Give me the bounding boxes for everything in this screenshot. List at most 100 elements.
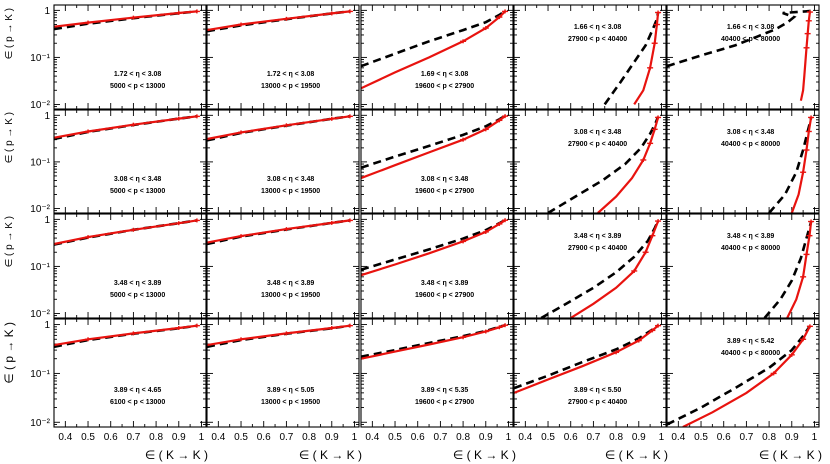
momentum-range-label: 13000 < p < 19500 <box>261 399 320 406</box>
panel-curves <box>54 9 200 31</box>
panel-frame <box>360 213 514 319</box>
x-tick-label: 0.6 <box>717 432 731 443</box>
x-tick-label: 0.8 <box>302 432 316 443</box>
panel-frame <box>53 213 207 319</box>
x-tick-label: 0.5 <box>694 432 708 443</box>
x-tick-label: 0.9 <box>632 432 646 443</box>
x-tick-label: 0.6 <box>257 432 271 443</box>
x-tick-label: 0.4 <box>671 432 685 443</box>
chart-panel: 3.08 < η < 3.48 13000 < p < 19500 <box>206 109 360 214</box>
eta-range-label: 3.08 < η < 3.48 <box>727 129 775 136</box>
panel-frame <box>666 4 820 110</box>
eta-range-label: 3.48 < η < 3.89 <box>267 280 315 287</box>
momentum-range-label: 40400 < p < 80000 <box>721 141 780 148</box>
momentum-range-label: 19600 < p < 27900 <box>415 399 474 406</box>
y-tick-label: 10⁻¹ <box>30 262 50 273</box>
momentum-range-label: 27900 < p < 40400 <box>568 36 627 43</box>
chart-panel: 3.08 < η < 3.48 19600 < p < 27900 <box>360 109 514 214</box>
panel-frame <box>666 109 820 214</box>
series-reference-line <box>361 9 506 68</box>
y-tick-label: 1 <box>44 111 50 122</box>
y-tick-label: 10⁻² <box>30 309 50 320</box>
momentum-range-label: 27900 < p < 40400 <box>568 245 627 252</box>
chart-panel: 1.72 < η < 3.08 13000 < p < 19500 <box>206 4 360 110</box>
eta-range-label: 3.48 < η < 3.89 <box>574 233 622 240</box>
x-axis-title: ∈ ( K → K ) <box>299 448 362 462</box>
panel-frame <box>206 318 360 428</box>
eta-range-label: 3.89 < η < 5.05 <box>267 387 315 394</box>
x-tick-label: 0.5 <box>81 432 95 443</box>
series-main-line <box>207 115 351 141</box>
x-tick-label: 0.4 <box>365 432 379 443</box>
series-reference-line <box>361 323 506 358</box>
eta-range-label: 1.72 < η < 3.08 <box>114 71 162 78</box>
panel-curves <box>54 323 200 349</box>
x-tick-label: 1 <box>352 432 358 443</box>
eta-range-label: 1.72 < η < 3.08 <box>267 71 315 78</box>
panel-frame <box>360 4 514 110</box>
y-axis-title: ∈ ( p → K ) <box>2 322 16 384</box>
panel-curves <box>603 10 662 106</box>
axis-titles: ∈ ( K → K ) ∈ ( K → K ) ∈ ( K → K ) ∈ ( … <box>2 8 822 462</box>
momentum-range-label: 5000 < p < 13000 <box>110 292 165 299</box>
panel-frame <box>666 213 820 319</box>
series-main-line <box>799 11 811 101</box>
momentum-range-label: 27900 < p < 40400 <box>568 141 627 148</box>
chart-panel: 10⁻² 10⁻¹ 1 1.72 < η < 3.08 5000 < p < 13000 <box>30 4 207 111</box>
eta-range-label: 3.08 < η < 3.48 <box>267 176 315 183</box>
x-tick-label: 0.5 <box>234 432 248 443</box>
x-tick-label: 0.9 <box>479 432 493 443</box>
y-axis-title: ∈ ( p → K ) <box>4 216 15 268</box>
momentum-range-label: 6100 < p < 13000 <box>110 399 165 406</box>
chart-panel: 0.4 0.5 0.6 0.7 0.8 0.9 1 3.89 < η < 5.05 13000 … <box>206 318 360 443</box>
series-reference-line <box>603 12 660 106</box>
x-axis-title: ∈ ( K → K ) <box>605 448 668 462</box>
momentum-range-label: 40400 < p < 80000 <box>721 245 780 252</box>
y-tick-label: 10⁻¹ <box>30 369 50 380</box>
series-main-line <box>514 324 659 394</box>
panel-curves <box>54 218 200 246</box>
chart-panel: 3.48 < η < 3.89 27900 < p < 40400 <box>513 213 667 319</box>
x-tick-label: 0.9 <box>785 432 799 443</box>
x-tick-label: 0.8 <box>456 432 470 443</box>
x-tick-label: 0.7 <box>433 432 447 443</box>
chart-panel: 1.66 < η < 3.08 40400 < p < 80000 <box>666 4 820 110</box>
panel-curves <box>361 323 509 360</box>
y-axis-title: ∈ ( p → K ) <box>4 112 15 164</box>
y-tick-label: 1 <box>44 6 50 17</box>
x-axis-title: ∈ ( K → K ) <box>453 448 516 462</box>
x-tick-label: 0.7 <box>126 432 140 443</box>
momentum-range-label: 19600 < p < 27900 <box>415 292 474 299</box>
x-axis-title: ∈ ( K → K ) <box>759 448 822 462</box>
y-axis-title: ∈ ( p → K ) <box>4 8 15 60</box>
chart-panel: 3.48 < η < 3.89 13000 < p < 19500 <box>206 213 360 319</box>
x-tick-label: 0.9 <box>325 432 339 443</box>
series-main-line <box>54 324 198 347</box>
panel-frame <box>666 318 820 428</box>
panel-frame <box>360 318 514 428</box>
x-tick-label: 0.4 <box>211 432 225 443</box>
panel-curves <box>540 219 662 318</box>
x-tick-label: 0.4 <box>58 432 72 443</box>
panel-frame <box>53 4 207 110</box>
x-tick-label: 0.5 <box>388 432 402 443</box>
eta-range-label: 3.89 < η < 5.42 <box>727 338 775 345</box>
x-tick-label: 1 <box>812 432 818 443</box>
series-main-line <box>207 10 351 32</box>
panel-curves <box>361 218 509 277</box>
x-axis-title: ∈ ( K → K ) <box>145 448 208 462</box>
chart-panel: 3.48 < η < 3.89 19600 < p < 27900 <box>360 213 514 319</box>
panel-curves <box>207 323 353 349</box>
y-tick-label: 1 <box>44 320 50 331</box>
series-main-line <box>786 221 813 318</box>
series-main-line <box>633 12 660 105</box>
series-main-line <box>54 10 197 28</box>
y-tick-label: 10⁻² <box>30 204 50 215</box>
x-tick-label: 0.7 <box>279 432 293 443</box>
chart-panel: 3.08 < η < 3.48 40400 < p < 80000 <box>666 109 820 214</box>
momentum-range-label: 5000 < p < 13000 <box>110 188 165 195</box>
series-reference-line <box>361 218 506 271</box>
x-tick-label: 0.8 <box>149 432 163 443</box>
x-tick-label: 0.6 <box>411 432 425 443</box>
panel-curves <box>54 114 200 141</box>
